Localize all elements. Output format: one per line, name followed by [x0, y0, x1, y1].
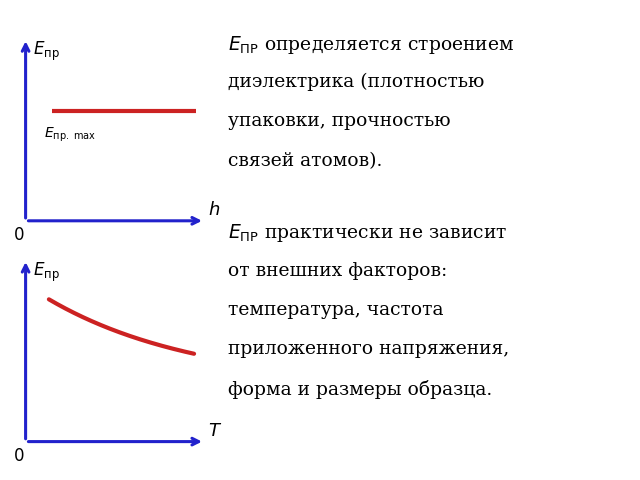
Text: $0$: $0$	[13, 226, 24, 244]
Text: упаковки, прочностью: упаковки, прочностью	[228, 112, 451, 130]
Text: $E_{\rm пр}$: $E_{\rm пр}$	[33, 261, 60, 284]
Text: $0$: $0$	[13, 447, 24, 465]
Text: приложенного напряжения,: приложенного напряжения,	[228, 340, 509, 358]
Text: температура, частота: температура, частота	[228, 301, 444, 319]
Text: форма и размеры образца.: форма и размеры образца.	[228, 380, 492, 399]
Text: связей атомов).: связей атомов).	[228, 152, 383, 169]
Text: $E_{\rm пр}$: $E_{\rm пр}$	[33, 40, 60, 63]
Text: $E_{\mathrm{ПР}}$ практически не зависит: $E_{\mathrm{ПР}}$ практически не зависит	[228, 222, 508, 244]
Text: диэлектрика (плотностью: диэлектрика (плотностью	[228, 73, 484, 91]
Text: $T$: $T$	[209, 422, 223, 440]
Text: $E_{\rm пр.\ max}$: $E_{\rm пр.\ max}$	[44, 126, 96, 144]
Text: $E_{\mathrm{ПР}}$ определяется строением: $E_{\mathrm{ПР}}$ определяется строением	[228, 34, 515, 56]
Text: $h$: $h$	[209, 201, 221, 219]
Text: от внешних факторов:: от внешних факторов:	[228, 262, 447, 279]
